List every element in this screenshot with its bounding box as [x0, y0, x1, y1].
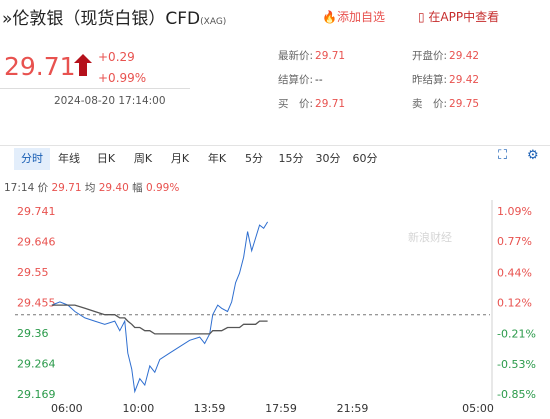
change-pct: +0.99% — [98, 71, 147, 85]
x-tick-label: 21:59 — [337, 402, 369, 415]
info-time: 17:14 — [4, 182, 35, 194]
x-tick-label: 05:00 — [462, 402, 494, 415]
add-watchlist-text: 添加自选 — [336, 10, 385, 24]
stat: 最新价: 29.71 — [278, 48, 345, 63]
up-arrow-stem — [79, 63, 87, 76]
tab[interactable]: 月K — [170, 152, 190, 165]
stat-label: 结算价: — [278, 74, 314, 86]
tab[interactable]: 60分 — [352, 152, 378, 165]
info-label: 幅 — [132, 182, 143, 194]
x-tick-label: 13:59 — [194, 402, 226, 415]
stat: 开盘价: 29.42 — [412, 48, 479, 63]
code: (XAG) — [200, 17, 227, 27]
info-avg: 29.40 — [98, 182, 129, 194]
add-watchlist[interactable]: 🔥添加自选 — [322, 10, 385, 24]
x-tick-label: 10:00 — [123, 402, 155, 415]
stat-label: 开盘价: — [412, 50, 448, 62]
info-label: 均 — [84, 182, 96, 194]
stat: 昨结算: 29.42 — [412, 72, 479, 87]
stat-value: -- — [315, 74, 323, 86]
stat-value: 29.42 — [449, 74, 480, 86]
open-app-text: 在APP中查看 — [428, 10, 500, 24]
open-app[interactable]: ▯ 在APP中查看 — [418, 10, 500, 24]
tab[interactable]: 日K — [96, 152, 116, 165]
info-row: 17:14 价 29.71 均 29.40 幅 0.99% — [4, 180, 179, 195]
tab[interactable]: 15分 — [278, 152, 304, 165]
stat: 卖 价: 29.75 — [412, 96, 479, 111]
y-tick-label: 29.55 — [17, 266, 49, 279]
x-tick-label: 06:00 — [51, 402, 83, 415]
info-amp: 0.99% — [145, 182, 180, 194]
y2-tick-label: -0.85% — [497, 388, 536, 401]
tab[interactable]: 5分 — [245, 152, 263, 165]
y2-tick-label: 1.09% — [497, 205, 532, 218]
info-price: 29.71 — [51, 182, 82, 194]
y-tick-label: 29.169 — [17, 388, 56, 401]
y-tick-label: 29.36 — [17, 327, 49, 340]
tab[interactable]: 30分 — [315, 152, 341, 165]
y2-tick-label: 0.12% — [497, 297, 532, 310]
stat: 买 价: 29.71 — [278, 96, 345, 111]
x-tick-label: 17:59 — [265, 402, 297, 415]
y2-tick-label: -0.53% — [497, 358, 536, 371]
tab[interactable]: 分时 — [14, 148, 50, 170]
info-label: 价 — [37, 182, 49, 194]
y-tick-label: 29.455 — [17, 297, 56, 310]
divider — [0, 88, 190, 89]
tab[interactable]: 周K — [133, 152, 153, 165]
stat-value: 29.71 — [315, 98, 346, 110]
tab[interactable]: 年K — [207, 152, 227, 165]
price: 29.71 — [4, 52, 76, 81]
stat: 结算价: -- — [278, 72, 323, 87]
stat-label: 买 价: — [278, 98, 314, 110]
tab[interactable]: 年线 — [58, 152, 80, 165]
stat-label: 最新价: — [278, 50, 314, 62]
stat-label: 昨结算: — [412, 74, 448, 86]
y2-tick-label: 0.44% — [497, 266, 532, 279]
title-text: 伦敦银（现货白银）CFD — [12, 9, 201, 29]
change: +0.29 — [98, 50, 135, 64]
y-tick-label: 29.741 — [17, 205, 56, 218]
watermark: 新浪财经 — [408, 230, 452, 244]
y2-tick-label: -0.21% — [497, 328, 536, 341]
settings-icon[interactable]: ⚙ — [527, 148, 539, 163]
y-tick-label: 29.646 — [17, 235, 56, 248]
up-arrow — [74, 54, 92, 63]
datetime: 2024-08-20 17:14:00 — [54, 95, 166, 107]
stat-value: 29.71 — [315, 50, 346, 62]
fullscreen-icon[interactable]: ⛶ — [498, 148, 508, 163]
y-tick-label: 29.264 — [17, 358, 56, 371]
title: »伦敦银（现货白银）CFD(XAG) — [2, 9, 227, 29]
tab-bar — [0, 145, 550, 174]
stat-value: 29.42 — [449, 50, 480, 62]
y2-tick-label: 0.77% — [497, 235, 532, 248]
stat-label: 卖 价: — [412, 98, 448, 110]
average-line — [51, 304, 268, 335]
price-line — [51, 221, 269, 394]
stat-value: 29.75 — [449, 98, 480, 110]
